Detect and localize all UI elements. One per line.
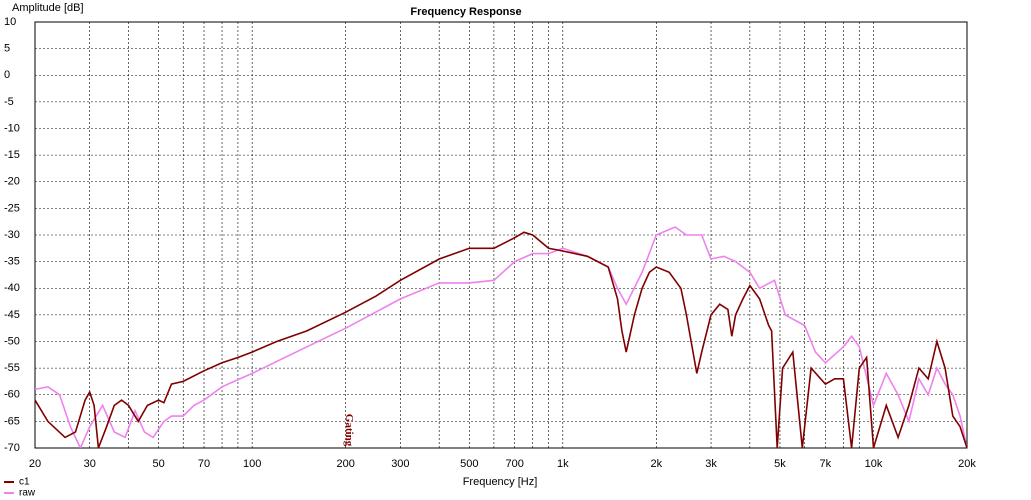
x-tick-label: 10k: [865, 458, 883, 470]
y-tick-label: 10: [4, 16, 16, 28]
x-tick-label: 7k: [820, 458, 832, 470]
y-tick-label: 0: [4, 69, 10, 81]
x-tick-label: 300: [391, 458, 409, 470]
x-tick-label: 500: [460, 458, 478, 470]
x-tick-label: 200: [336, 458, 354, 470]
x-tick-label: 70: [198, 458, 210, 470]
x-tick-label: 100: [243, 458, 261, 470]
y-tick-label: -45: [4, 309, 20, 321]
x-tick-label: 1k: [557, 458, 569, 470]
y-tick-label: -35: [4, 256, 20, 268]
x-tick-label: 5k: [774, 458, 786, 470]
plot-lines: [35, 226, 967, 448]
series-line: [35, 231, 967, 448]
x-tick-label: 2k: [651, 458, 663, 470]
y-tick-label: -20: [4, 176, 20, 188]
x-tick-label: 20: [29, 458, 41, 470]
y-tick-label: -50: [4, 335, 20, 347]
x-tick-label: 20k: [958, 458, 976, 470]
x-tick-label: 50: [153, 458, 165, 470]
x-tick-label: 30: [84, 458, 96, 470]
y-tick-label: -25: [4, 202, 20, 214]
y-tick-label: -55: [4, 362, 20, 374]
legend-label: c1: [19, 477, 30, 488]
y-tick-label: -15: [4, 149, 20, 161]
y-tick-label: -5: [4, 96, 14, 108]
x-axis-label: Frequency [Hz]: [463, 476, 538, 488]
y-tick-label: -40: [4, 282, 20, 294]
x-tick-label: 3k: [705, 458, 717, 470]
y-tick-label: -70: [4, 442, 20, 454]
annotation: Gating: [343, 414, 355, 447]
y-tick-label: -10: [4, 122, 20, 134]
y-tick-label: 5: [4, 43, 10, 55]
x-tick-label: 700: [506, 458, 524, 470]
legend-label: raw: [19, 488, 36, 499]
y-tick-label: -60: [4, 389, 20, 401]
series-line: [35, 226, 967, 448]
y-tick-label: -30: [4, 229, 20, 241]
y-tick-label: -65: [4, 415, 20, 427]
chart-title: Frequency Response: [410, 6, 521, 18]
y-axis-label: Amplitude [dB]: [12, 2, 84, 14]
